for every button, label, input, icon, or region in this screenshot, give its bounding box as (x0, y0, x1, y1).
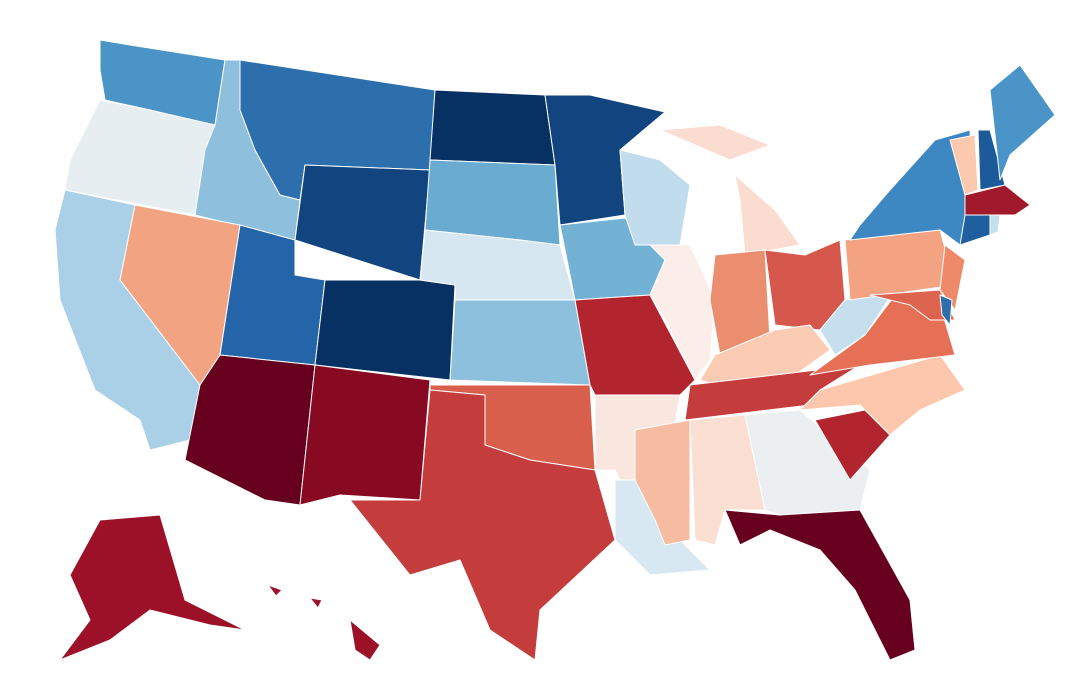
state (989, 214, 1001, 236)
state (989, 64, 1056, 181)
state (949, 134, 979, 196)
state (449, 299, 591, 386)
state (309, 597, 323, 609)
state (734, 174, 801, 256)
state (349, 389, 616, 661)
state (59, 514, 246, 661)
state (939, 244, 966, 311)
state (959, 214, 991, 246)
state (294, 164, 431, 281)
state (799, 354, 966, 436)
state (869, 289, 956, 321)
state (724, 509, 916, 661)
state (964, 184, 1031, 216)
state (314, 279, 456, 381)
state (299, 364, 431, 506)
state (649, 244, 716, 381)
state (184, 354, 316, 506)
state (429, 89, 556, 166)
state (939, 294, 953, 326)
state (267, 584, 283, 597)
state (659, 124, 771, 161)
state (349, 619, 381, 661)
state (619, 149, 691, 246)
state (844, 229, 956, 301)
